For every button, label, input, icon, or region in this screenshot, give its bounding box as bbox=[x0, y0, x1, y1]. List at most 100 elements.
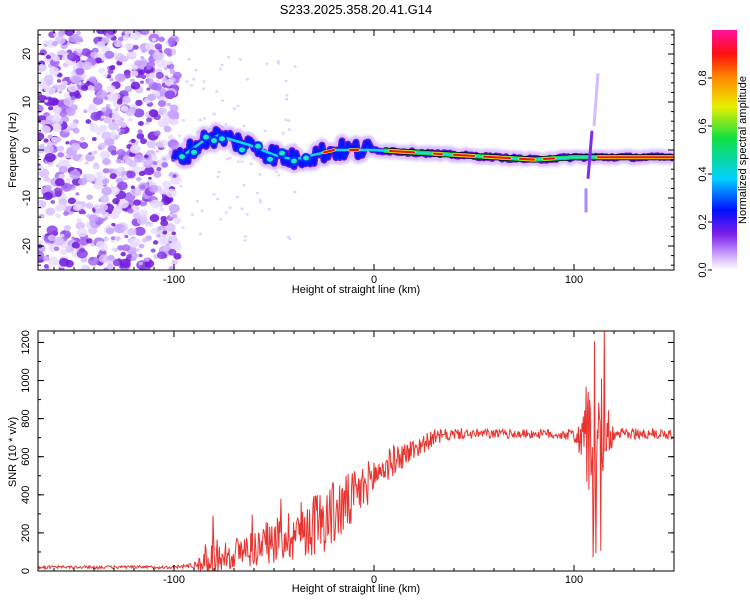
spectrogram-noise-blob bbox=[70, 184, 75, 188]
spectrogram-noise-blob bbox=[101, 186, 112, 196]
spectrogram-noise-blob bbox=[70, 208, 75, 212]
spectrogram-noise-blob bbox=[126, 170, 136, 179]
spectrogram-noise-blob bbox=[110, 236, 116, 241]
spectrogram-noise-blob bbox=[267, 208, 271, 211]
colorbar-ticks: 0.0 0.2 0.4 0.6 0.8 bbox=[697, 70, 712, 278]
spectrogram-noise-blob bbox=[40, 120, 46, 125]
spectrogram-noise-blob bbox=[106, 264, 113, 270]
spectrogram-noise-blob bbox=[132, 44, 139, 50]
spectrogram-noise-blob bbox=[87, 256, 99, 266]
spectrogram-noise-blob bbox=[117, 128, 122, 132]
ridge-clump-core bbox=[303, 155, 309, 161]
spectrogram-noise-blob bbox=[45, 54, 51, 60]
snr-plot-area bbox=[38, 331, 674, 571]
spectrogram-noise-blob bbox=[72, 154, 81, 161]
spectrogram-noise-blob bbox=[46, 87, 56, 95]
spectrogram-noise-blob bbox=[63, 211, 69, 216]
spectrogram-noise-blob bbox=[139, 80, 144, 84]
ridge-clump-core bbox=[239, 147, 245, 153]
spectrogram-noise-blob bbox=[85, 173, 96, 182]
spectrogram-noise-blob bbox=[63, 92, 70, 98]
spectrogram-noise-blob bbox=[281, 132, 285, 135]
spectrogram-noise-blob bbox=[38, 168, 50, 178]
spectrogram-noise-blob bbox=[130, 256, 137, 262]
spectrogram-noise-blob bbox=[90, 51, 98, 59]
spectrogram-noise-blob bbox=[201, 87, 206, 90]
spectrogram-noise-blob bbox=[64, 30, 74, 37]
snr-y-tick-label: 200 bbox=[20, 524, 32, 542]
spectrogram-noise-blob bbox=[293, 65, 297, 68]
spectrogram-noise-blob bbox=[48, 163, 54, 167]
spectrogram-noise-blob bbox=[61, 159, 70, 167]
snr-x-tick-label: 0 bbox=[371, 574, 377, 586]
spectrogram-noise-blob bbox=[47, 234, 56, 242]
spectrogram-noise-blob bbox=[153, 161, 158, 165]
spectrogram-noise-blob bbox=[65, 230, 70, 235]
ridge-hot-core bbox=[543, 157, 555, 160]
spectrogram-noise-blob bbox=[155, 79, 161, 84]
spectrogram-noise-blob bbox=[162, 230, 168, 235]
spectrogram-noise-blob bbox=[58, 165, 68, 174]
spectrogram-noise-blob bbox=[129, 237, 141, 247]
spectrogram-noise-blob bbox=[166, 232, 178, 242]
spectrogram-noise-blob bbox=[75, 67, 85, 76]
spectrogram-noise-blob bbox=[168, 134, 174, 140]
spectrogram-noise-blob bbox=[236, 160, 240, 163]
spectrogram-noise-blob bbox=[38, 104, 44, 113]
spectrogram-noise-blob bbox=[162, 157, 167, 161]
spectrogram-noise-blob bbox=[153, 130, 161, 137]
spectrogram-noise-blob bbox=[48, 66, 60, 76]
colorbar-tick-label: 0.6 bbox=[697, 118, 709, 133]
spectrogram-noise-blob bbox=[139, 30, 150, 36]
spectrogram-noise-blob bbox=[85, 119, 92, 124]
snr-series-line bbox=[38, 331, 674, 571]
spectrogram-noise-blob bbox=[154, 43, 163, 50]
spectrogram-noise-blob bbox=[160, 219, 169, 227]
spectrogram-noise-blob bbox=[55, 213, 62, 219]
spectrogram-noise-blob bbox=[169, 104, 179, 112]
spectrogram-noise-blob bbox=[88, 103, 97, 110]
spectrogram-noise-blob bbox=[65, 245, 75, 253]
spectrogram-noise-blob bbox=[76, 249, 88, 259]
spectrogram-noise-blob bbox=[133, 154, 144, 163]
spectrogram-noise-blob bbox=[110, 150, 117, 156]
spectrogram-noise-blob bbox=[168, 110, 180, 120]
spectrogram-noise-blob bbox=[120, 160, 125, 164]
spectrogram-noise-blob bbox=[144, 223, 149, 227]
spectrogram-noise-blob bbox=[40, 125, 51, 135]
spectrogram-noise-blob bbox=[124, 85, 133, 93]
spectrogram-noise-blob bbox=[74, 48, 79, 52]
spectrogram-noise-blob bbox=[138, 170, 146, 177]
spectrogram-noise-blob bbox=[43, 264, 49, 269]
spectrogram-noise-blob bbox=[242, 124, 246, 128]
spectrogram-noise-blob bbox=[50, 200, 55, 204]
snr-x-label: Height of straight line (km) bbox=[292, 583, 420, 595]
spectrogram-noise-blob bbox=[138, 69, 146, 75]
spectrogram-noise-blob bbox=[149, 214, 160, 223]
spectrogram-noise-blob bbox=[156, 141, 164, 148]
spectrogram-noise-blob bbox=[65, 177, 73, 184]
spectrogram-noise-blob bbox=[114, 73, 126, 83]
spectrogram-noise-blob bbox=[235, 195, 240, 199]
spectrogram-noise-blob bbox=[68, 33, 80, 43]
ridge-spike bbox=[592, 73, 600, 127]
spectrogram-noise-blob bbox=[152, 51, 164, 61]
spectrogram-noise-blob bbox=[195, 199, 200, 203]
spectrogram-noise-blob bbox=[105, 227, 115, 235]
spectrogram-noise-blob bbox=[112, 258, 122, 267]
spectrogram-noise-blob bbox=[102, 236, 109, 242]
spectrogram-noise-blob bbox=[161, 161, 169, 168]
spectrogram-noise-blob bbox=[224, 211, 228, 214]
spectrogram-noise-blob bbox=[76, 228, 88, 237]
spectrogram-noise-blob bbox=[53, 246, 60, 252]
spectrogram-noise-blob bbox=[168, 248, 177, 256]
spectrogram-x-tick-label: -100 bbox=[163, 274, 185, 286]
spectrogram-noise-blob bbox=[145, 77, 154, 86]
spectrogram-noise-blob bbox=[156, 234, 161, 238]
spectrogram-noise-blob bbox=[135, 248, 140, 252]
spectrogram-noise-blob bbox=[277, 62, 281, 65]
spectrogram-noise-blob bbox=[76, 218, 82, 223]
spectrogram-noise-blob bbox=[39, 63, 45, 68]
spectrogram-noise-blob bbox=[113, 223, 125, 234]
spectrogram-noise-blob bbox=[109, 186, 120, 196]
